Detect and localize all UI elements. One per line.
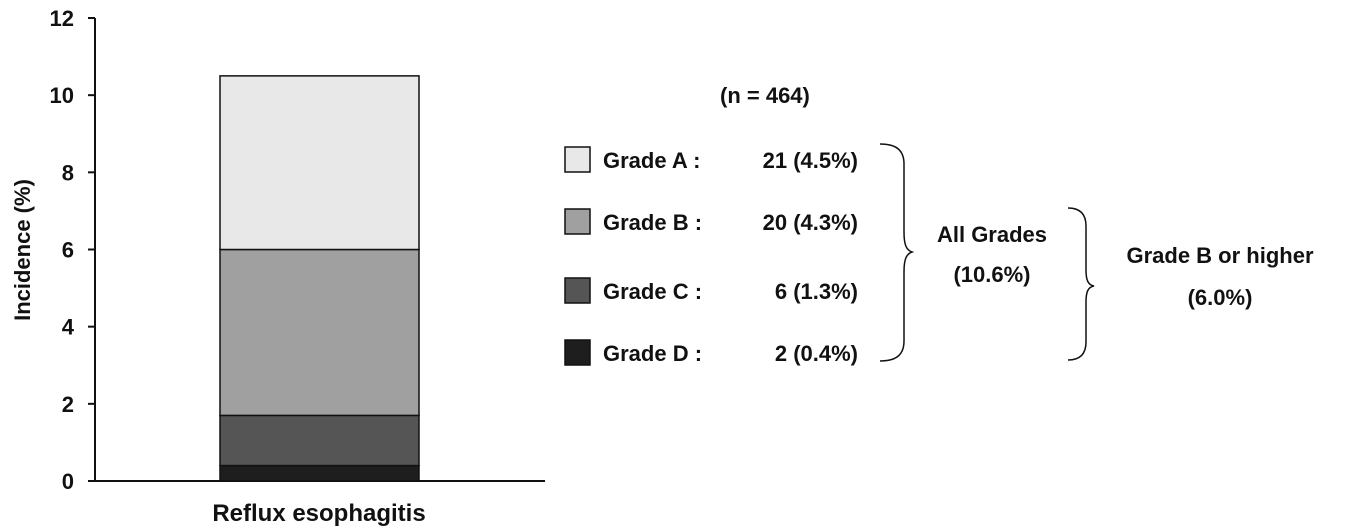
y-axis-ticks: 0 2 4 6 8 10 12 [50,6,95,494]
category-label: Reflux esophagitis [212,500,425,527]
legend-header: (n = 464) [720,83,810,108]
legend-label-gradec: Grade C : [603,279,702,304]
bar-segment-grade-a [219,75,420,251]
all-grades-value: (10.6%) [953,262,1030,287]
all-grades-brace [879,143,915,362]
legend-value-graded: 2 (0.4%) [775,341,858,366]
legend-swatch-gradea [564,146,591,173]
y-tick-label: 6 [62,238,74,263]
bar-stack [219,75,420,482]
all-grades-label: All Grades [937,222,1047,247]
legend-value-gradec: 6 (1.3%) [775,279,858,304]
legend-label-graded: Grade D : [603,341,702,366]
legend: Grade A : 21 (4.5%) Grade B : 20 (4.3%) Grad… [564,146,858,366]
legend-value-gradea: 21 (4.5%) [763,148,858,173]
grade-b-or-higher-value: (6.0%) [1188,285,1253,310]
y-axis-label: Incidence (%) [10,179,35,321]
legend-label-gradea: Grade A : [603,148,700,173]
y-tick-label: 10 [50,83,74,108]
y-tick-label: 2 [62,392,74,417]
bar-segment-grade-d [219,464,420,482]
y-tick-label: 12 [50,6,74,31]
legend-label-gradeb: Grade B : [603,210,702,235]
legend-swatch-gradeb [564,208,591,235]
bar-segment-grade-c [219,414,420,467]
legend-swatch-gradec [564,277,591,304]
bar-segment-grade-b [219,248,420,417]
y-tick-label: 4 [62,315,75,340]
legend-swatch-graded [564,339,591,366]
grade-b-or-higher-brace [1067,207,1095,361]
y-tick-label: 8 [62,160,74,185]
grade-b-or-higher-label: Grade B or higher [1126,243,1313,268]
y-tick-label: 0 [62,469,74,494]
legend-value-gradeb: 20 (4.3%) [763,210,858,235]
